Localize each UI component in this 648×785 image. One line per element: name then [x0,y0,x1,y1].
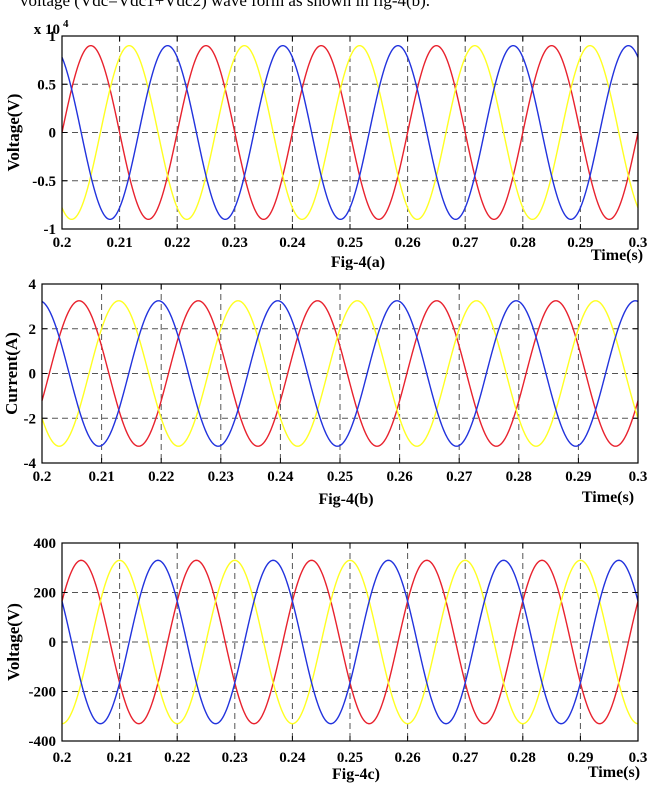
chart-fig-4a: 0.2 0.21 0.22 0.23 0.24 0.25 0.26 0.27 0.28 0.29 0… [4,20,648,270]
series-line-phase_c [41,300,639,447]
x-axis-label: Time(s) [588,764,640,781]
x-tick-label: 0.21 [88,469,114,485]
x-tick-label: 0.26 [394,750,421,766]
y-axis-label: Voltage(V) [4,94,23,172]
y-tick-label: -2 [24,411,37,427]
y-tick-label: -400 [29,734,57,750]
x-tick-label: 0.23 [222,750,248,766]
x-tick-label: 0.23 [222,235,248,251]
y-axis-label: Voltage(V) [4,603,23,681]
x-tick-label: 0.24 [267,469,294,485]
y-tick-label: 1 [49,29,57,45]
exponent-label: x 10 [34,22,60,38]
x-tick-label: 0.3 [629,469,648,485]
x-tick-label: 0.27 [446,469,473,485]
x-tick-label: 0.28 [510,235,536,251]
x-tick-label: 0.23 [208,469,234,485]
x-tick-label: 0.28 [506,469,532,485]
x-tick-label: 0.3 [629,235,648,251]
x-tick-label: 0.25 [337,750,363,766]
y-tick-label: 0 [29,367,37,383]
x-axis-label: Time(s) [582,489,634,506]
y-tick-label: 0 [49,126,57,142]
x-tick-label: 0.3 [629,750,648,766]
y-axis-label: Current(A) [2,332,21,415]
y-tick-label: -200 [29,685,57,701]
top-caption-text: voltage (Vdc=Vdc1+Vdc2) wave form as sho… [20,0,431,10]
x-tick-label: 0.2 [53,750,72,766]
x-tick-label: 0.22 [164,750,190,766]
x-tick-label: 0.24 [279,750,306,766]
series-line-phase_b [41,300,639,447]
x-tick-label: 0.25 [337,235,363,251]
figure-caption: Fig-4(b) [318,491,373,508]
y-tick-label: 2 [29,322,37,338]
exponent-power: 4 [63,20,69,30]
x-tick-label: 0.24 [279,235,306,251]
series-line-phase_a [41,300,639,447]
y-tick-label: 200 [34,586,57,602]
x-tick-label: 0.27 [452,235,479,251]
x-tick-label: 0.28 [510,750,536,766]
y-tick-label: 400 [34,536,57,552]
x-tick-label: 0.26 [394,235,421,251]
x-tick-label: 0.21 [106,750,132,766]
series-line-phase_c [61,559,639,725]
y-tick-label: -1 [44,222,57,238]
y-tick-label: 4 [29,277,37,293]
y-tick-label: -4 [24,456,37,472]
x-tick-label: 0.29 [567,235,593,251]
y-tick-label: 0.5 [37,77,56,93]
chart-fig-4c: 0.2 0.21 0.22 0.23 0.24 0.25 0.26 0.27 0.28 0.29 0… [4,536,648,783]
figure-caption: Fig-4c) [332,766,380,783]
y-tick-label: -0.5 [32,174,56,190]
series-line-phase_b [61,44,639,221]
x-tick-label: 0.21 [106,235,132,251]
series-line-phase_a [61,44,639,221]
x-tick-label: 0.29 [565,469,591,485]
x-tick-label: 0.22 [148,469,174,485]
x-tick-label: 0.25 [327,469,353,485]
y-tick-label: 0 [49,635,57,651]
x-tick-label: 0.26 [386,469,413,485]
x-tick-label: 0.2 [33,469,52,485]
x-tick-label: 0.29 [567,750,593,766]
x-tick-label: 0.27 [452,750,479,766]
chart-fig-4b: 0.2 0.21 0.22 0.23 0.24 0.25 0.26 0.27 0.28 0.29 0… [2,277,648,508]
series-line-phase_c [61,44,639,221]
figure-caption: Fig-4(a) [331,254,385,270]
x-tick-label: 0.2 [53,235,72,251]
x-axis-label: Time(s) [591,247,643,264]
x-tick-label: 0.22 [164,235,190,251]
